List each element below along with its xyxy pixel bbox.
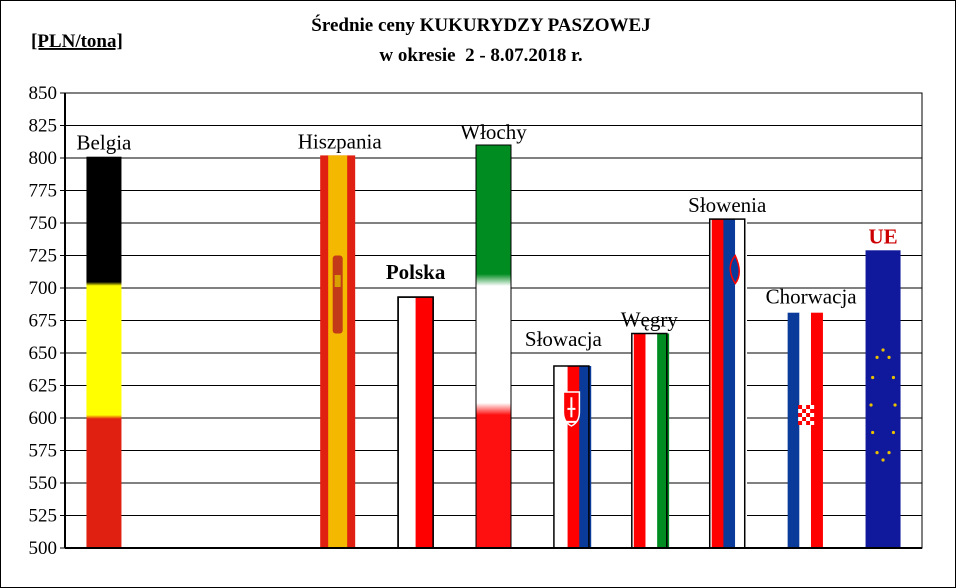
bar-label-w-ochy: Włochy (460, 120, 527, 144)
eu-star (871, 375, 875, 380)
slovenia-stripe (711, 219, 724, 548)
checker-cell (810, 409, 815, 413)
eu-star (891, 375, 896, 380)
eu-star (893, 403, 897, 407)
checker-cell (802, 405, 807, 409)
y-tick-label: 850 (29, 83, 58, 104)
emblem-detail (334, 275, 341, 287)
hungary-stripe (645, 333, 658, 548)
shield-body (729, 254, 740, 285)
checker-cell (810, 405, 815, 409)
eu-star (881, 458, 885, 462)
bar-hiszpania (320, 155, 356, 548)
bar-fill-red (415, 297, 434, 548)
y-tick-label: 625 (29, 376, 58, 397)
y-axis-label: [PLN/tona] (31, 31, 123, 52)
checker-cell (798, 409, 803, 413)
bar-label-s-owenia: Słowenia (688, 193, 767, 217)
y-tick-label: 800 (29, 148, 58, 169)
bar-label-hiszpania: Hiszpania (298, 129, 383, 153)
chart-subtitle: w okresie 2 - 8.07.2018 r. (379, 45, 582, 66)
eu-star (875, 451, 879, 455)
checker-cell (810, 417, 815, 421)
croatia-stripe (810, 312, 823, 548)
bar-labels: Belgia Hiszpania Polska Włochy Słowacja Węgry… (77, 120, 898, 351)
slovenia-stripe (723, 219, 736, 548)
eu-star (869, 403, 873, 407)
checker-cell (798, 417, 803, 421)
y-tick-label: 500 (29, 538, 58, 559)
slovakia-stripe (567, 366, 580, 548)
y-tick-label: 825 (29, 116, 58, 137)
eu-stars-icon (869, 348, 897, 462)
y-tick-label: 650 (29, 343, 58, 364)
y-tick-label: 525 (29, 506, 58, 527)
checker-cell (806, 413, 811, 417)
bar-fill (865, 250, 901, 549)
checkerboard-shield-icon (798, 405, 815, 425)
bar-fill-center (328, 155, 348, 548)
y-tick-label: 750 (29, 213, 58, 234)
hungary-stripe (657, 333, 670, 548)
checker-cell (798, 405, 803, 409)
bar-fill (86, 156, 122, 548)
checker-cell (806, 417, 811, 421)
checker-cell (806, 405, 811, 409)
checker-cell (802, 413, 807, 417)
checker-cell (810, 413, 815, 417)
checker-cell (806, 421, 811, 425)
bars (86, 144, 901, 549)
hungary-stripe (633, 333, 646, 548)
croatia-stripe (787, 312, 800, 548)
y-tick-label: 700 (29, 278, 58, 299)
bar-label-chorwacja: Chorwacja (766, 285, 858, 309)
shield-icon (562, 391, 581, 427)
bar-w-gry (631, 332, 670, 549)
checker-cell (810, 421, 815, 425)
croatia-stripe (799, 312, 812, 548)
bar-s-owenia (708, 218, 748, 549)
bar-w-ochy (475, 144, 512, 549)
bar-label-polska: Polska (386, 260, 446, 284)
slovenia-stripe (735, 219, 748, 548)
eu-star (875, 355, 879, 359)
checker-cell (802, 409, 807, 413)
bar-label-w-gry: Węgry (621, 308, 679, 332)
slovakia-stripe (555, 366, 568, 548)
y-tick-label: 550 (29, 473, 58, 494)
bar-polska (397, 296, 434, 549)
y-tick-label: 675 (29, 311, 58, 332)
shield-icon (729, 254, 740, 285)
emblem-shield (332, 255, 343, 334)
chart-title: Średnie ceny KUKURYDZY PASZOWEJ (311, 14, 650, 36)
coat-of-arms-icon (332, 255, 343, 334)
y-tick-label: 775 (29, 181, 58, 202)
bar-label-ue: UE (868, 224, 897, 248)
eu-star (881, 348, 885, 352)
shield-cross (566, 397, 577, 423)
slovakia-stripe (579, 366, 592, 548)
bar-fill (475, 144, 512, 549)
checker-cell (806, 409, 811, 413)
y-tick-label: 600 (29, 408, 58, 429)
bar-label-belgia: Belgia (77, 131, 132, 155)
eu-star (887, 451, 891, 455)
checker-cell (798, 413, 803, 417)
bar-label-s-owacja: Słowacja (525, 327, 603, 351)
eu-star (871, 430, 875, 435)
checker-cell (802, 421, 807, 425)
checker-cell (798, 421, 803, 425)
y-axis-ticks: 500 525 550 575 600 625 650 675 700 725 750 775 800 8… (29, 83, 65, 559)
bar-s-owacja (553, 365, 592, 549)
eu-star (891, 430, 896, 435)
bar-belgia (86, 156, 122, 548)
bar-chorwacja (787, 312, 823, 548)
axes (64, 92, 923, 549)
y-tick-label: 725 (29, 246, 58, 267)
y-tick-label: 575 (29, 441, 58, 462)
bar-ue (865, 250, 901, 549)
checker-cell (802, 417, 807, 421)
eu-star (887, 355, 891, 359)
